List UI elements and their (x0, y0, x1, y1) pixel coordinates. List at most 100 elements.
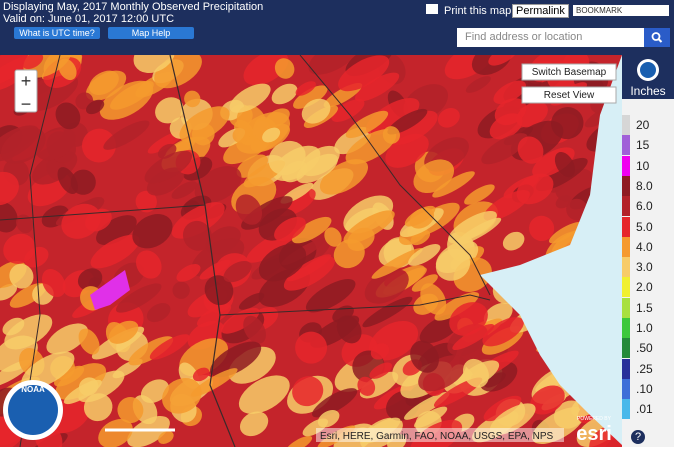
reset-view-label[interactable]: Reset View (544, 90, 595, 101)
switch-basemap-label[interactable]: Switch Basemap (532, 67, 607, 78)
legend-swatch (622, 318, 630, 338)
precip-patch (0, 283, 17, 301)
precip-patch (347, 227, 375, 251)
precip-patch (77, 268, 103, 291)
precip-patch (554, 151, 576, 178)
precip-patch (162, 377, 202, 414)
precip-patch (55, 363, 107, 400)
precip-patch (0, 55, 35, 88)
precip-patch (171, 181, 198, 199)
precip-patch (449, 302, 488, 336)
search-button[interactable] (644, 28, 670, 47)
precip-patch (155, 97, 184, 124)
valid-time: Valid on: June 01, 2017 12:00 UTC (3, 13, 175, 25)
precip-patch (345, 207, 380, 233)
precip-patch (482, 317, 524, 347)
legend-label: 20 (636, 118, 650, 132)
precip-patch (209, 341, 262, 378)
precip-patch (78, 328, 100, 355)
precip-patch (530, 385, 565, 415)
legend-label: .01 (636, 402, 653, 417)
precip-patch (366, 98, 420, 135)
zoom-in[interactable]: + (21, 71, 32, 91)
search-box[interactable]: Find address or location (457, 28, 645, 47)
print-link[interactable]: Print this map (444, 5, 512, 17)
precip-patch (414, 406, 448, 428)
attribution: Esri, HERE, Garmin, FAO, NOAA, USGS, EPA… (320, 431, 554, 442)
help-button[interactable]: Map Help (108, 27, 194, 39)
precip-patch (464, 184, 495, 205)
precip-patch (296, 153, 338, 184)
utc-button[interactable]: What is UTC time? (14, 27, 100, 39)
noaa-text: NOAA (21, 385, 45, 394)
precip-patch (127, 415, 170, 447)
switch-basemap-button[interactable] (521, 63, 617, 81)
precip-patch (4, 314, 53, 350)
precip-patch (295, 81, 316, 96)
precip-patch (488, 55, 519, 66)
legend-swatch (622, 297, 630, 318)
zoom-out[interactable]: − (21, 94, 32, 114)
reset-view-button[interactable] (521, 86, 617, 104)
permalink[interactable]: Permalink (512, 4, 569, 18)
precip-patch (182, 220, 212, 251)
precip-patch (133, 55, 176, 74)
precip-patch (0, 201, 18, 233)
precip-patch (238, 292, 265, 310)
legend-label: 5.0 (636, 219, 653, 234)
legend-title: Inches (630, 84, 666, 98)
precip-patch (57, 167, 78, 195)
precip-patch (274, 217, 306, 242)
legend-swatch (622, 196, 630, 217)
precip-patch (411, 274, 438, 292)
precip-patch (271, 83, 298, 105)
print-icon[interactable] (426, 4, 438, 14)
precip-patch (83, 393, 113, 422)
precip-patch (0, 127, 46, 164)
precip-patch (517, 136, 544, 164)
precip-patch (190, 368, 238, 397)
attribution-bg (316, 428, 564, 442)
esri-logo: esri (576, 423, 612, 445)
precip-patch (483, 395, 522, 422)
precip-patch (301, 98, 331, 124)
legend-label: 10 (636, 158, 650, 173)
header: Displaying May, 2017 Monthly Observed Pr… (0, 0, 674, 55)
precip-patch (370, 343, 390, 360)
precip-patch (462, 358, 489, 388)
precip-patch (371, 248, 423, 279)
precip-patch (345, 110, 389, 139)
state-border (299, 55, 491, 296)
legend-help[interactable]: ? (631, 430, 645, 444)
noaa-logo-inner (8, 385, 58, 435)
precip-patch (295, 331, 328, 364)
legend-swatch (622, 338, 630, 359)
precip-patch (243, 315, 266, 344)
precip-patch (408, 244, 441, 266)
legend-swatch (622, 155, 630, 176)
legend-swatch (622, 175, 630, 196)
precip-patch (179, 106, 230, 143)
precip-patch (176, 264, 201, 282)
precip-patch (158, 430, 174, 444)
precip-patch (437, 108, 460, 128)
precip-patch (435, 248, 471, 281)
precip-patch (243, 55, 289, 86)
precip-patch (338, 55, 390, 92)
precip-patch (41, 269, 66, 298)
precip-patch (78, 377, 99, 396)
legend-swatch (622, 115, 630, 135)
precip-patch (388, 110, 438, 145)
bookmark[interactable]: BOOKMARK (573, 5, 669, 16)
precip-patch (369, 362, 393, 379)
precip-patch (551, 107, 584, 140)
legend-header: Inches (622, 55, 674, 99)
legend-swatch (622, 236, 630, 257)
noaa-icon (637, 59, 659, 81)
precip-patch (331, 99, 365, 122)
precip-patch (502, 231, 525, 251)
precip-patch (285, 435, 313, 447)
legend-swatch (622, 277, 630, 298)
legend-label: 8.0 (636, 178, 653, 193)
